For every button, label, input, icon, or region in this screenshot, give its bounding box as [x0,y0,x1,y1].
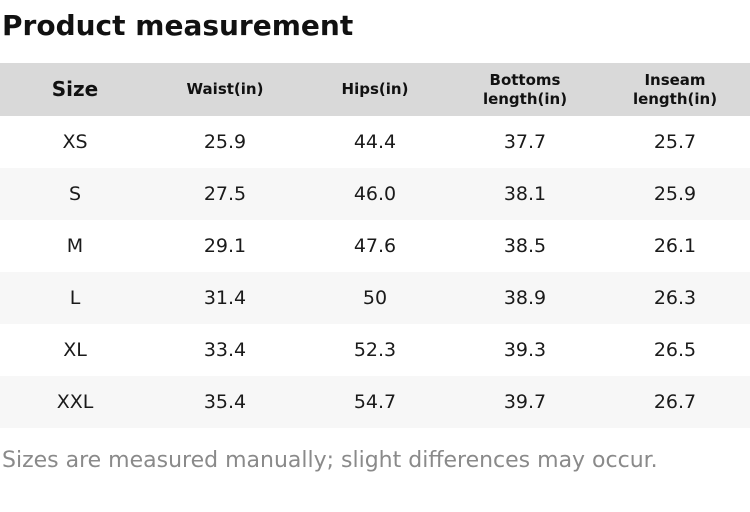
cell-inseam-length: 26.5 [600,324,750,377]
table-row-xs: XS 25.9 44.4 37.7 25.7 [0,116,750,169]
cell-waist: 27.5 [150,168,300,221]
cell-hips: 54.7 [300,376,450,429]
cell-inseam-length: 26.1 [600,220,750,273]
cell-bottoms-length: 38.9 [450,272,600,325]
cell-size: XL [0,324,150,377]
cell-bottoms-length: 37.7 [450,116,600,169]
measurement-table: Size Waist(in) Hips(in) Bottoms length(i… [0,63,750,429]
header-cell-waist: Waist(in) [150,63,300,117]
cell-hips: 46.0 [300,168,450,221]
header-cell-bottoms-length: Bottoms length(in) [450,63,600,117]
cell-inseam-length: 25.9 [600,168,750,221]
table-header-row: Size Waist(in) Hips(in) Bottoms length(i… [0,63,750,117]
header-cell-hips: Hips(in) [300,63,450,117]
cell-hips: 44.4 [300,116,450,169]
cell-waist: 33.4 [150,324,300,377]
table-row-xl: XL 33.4 52.3 39.3 26.5 [0,324,750,377]
cell-size: L [0,272,150,325]
cell-waist: 31.4 [150,272,300,325]
cell-hips: 52.3 [300,324,450,377]
cell-bottoms-length: 38.5 [450,220,600,273]
header-cell-size: Size [0,63,150,117]
cell-waist: 35.4 [150,376,300,429]
cell-bottoms-length: 39.7 [450,376,600,429]
cell-size: S [0,168,150,221]
cell-bottoms-length: 39.3 [450,324,600,377]
cell-bottoms-length: 38.1 [450,168,600,221]
cell-waist: 25.9 [150,116,300,169]
table-row-l: L 31.4 50 38.9 26.3 [0,272,750,325]
cell-hips: 50 [300,272,450,325]
cell-inseam-length: 26.3 [600,272,750,325]
table-row-m: M 29.1 47.6 38.5 26.1 [0,220,750,273]
measurement-disclaimer: Sizes are measured manually; slight diff… [2,448,658,474]
cell-size: XXL [0,376,150,429]
header-cell-inseam-length: Inseam length(in) [600,63,750,117]
cell-hips: 47.6 [300,220,450,273]
cell-inseam-length: 26.7 [600,376,750,429]
table-row-xxl: XXL 35.4 54.7 39.7 26.7 [0,376,750,429]
cell-size: M [0,220,150,273]
cell-size: XS [0,116,150,169]
table-row-s: S 27.5 46.0 38.1 25.9 [0,168,750,221]
cell-inseam-length: 25.7 [600,116,750,169]
page-title: Product measurement [2,9,354,42]
cell-waist: 29.1 [150,220,300,273]
